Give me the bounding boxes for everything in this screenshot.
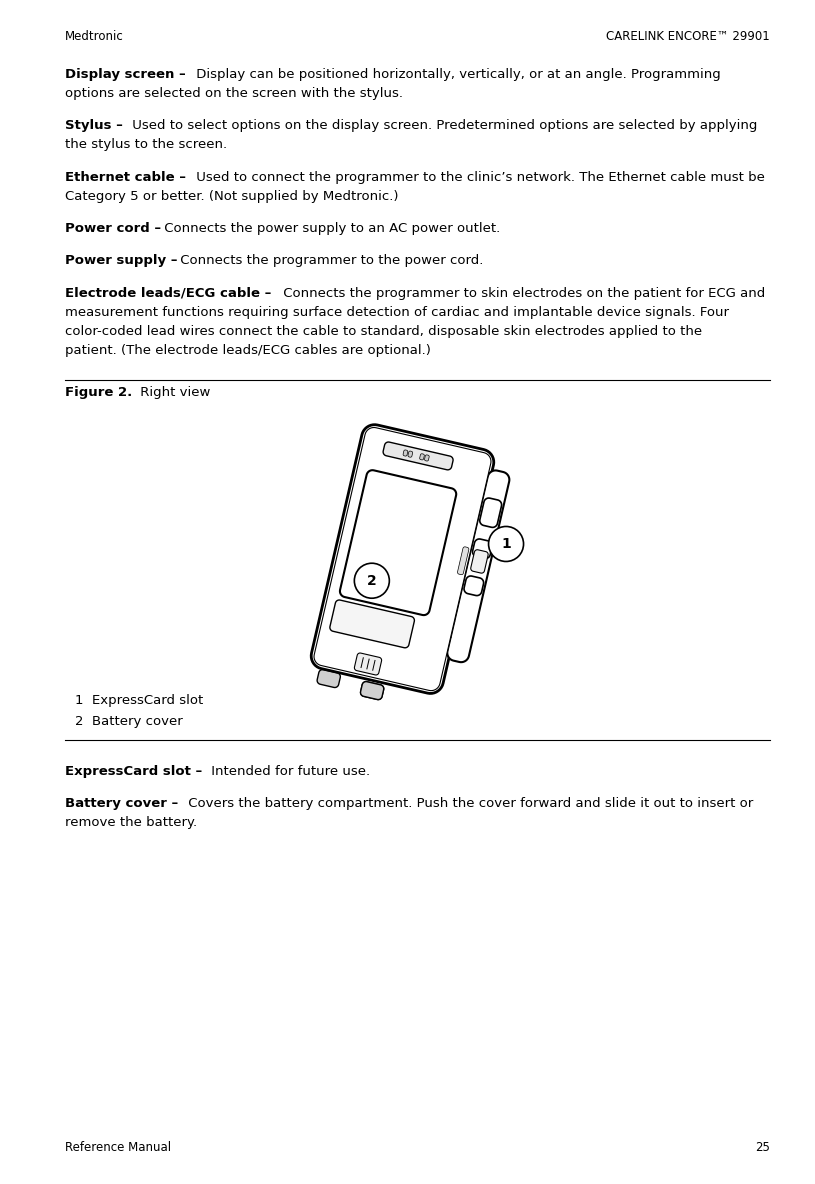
- Polygon shape: [415, 600, 466, 671]
- Text: patient. (The electrode leads/ECG cables are optional.): patient. (The electrode leads/ECG cables…: [65, 345, 431, 358]
- Text: Connects the programmer to the power cord.: Connects the programmer to the power cor…: [176, 255, 483, 268]
- Polygon shape: [317, 670, 341, 688]
- Text: CARELINK ENCORE™ 29901: CARELINK ENCORE™ 29901: [606, 30, 770, 43]
- Text: color-coded lead wires connect the cable to standard, disposable skin electrodes: color-coded lead wires connect the cable…: [65, 324, 703, 337]
- Polygon shape: [403, 450, 408, 456]
- Polygon shape: [447, 470, 509, 662]
- Polygon shape: [311, 425, 494, 694]
- Polygon shape: [457, 547, 469, 574]
- Text: Stylus –: Stylus –: [65, 120, 123, 133]
- Text: 1  ExpressCard slot: 1 ExpressCard slot: [75, 694, 203, 707]
- Text: Figure 2.: Figure 2.: [65, 386, 132, 399]
- Text: Connects the programmer to skin electrodes on the patient for ECG and: Connects the programmer to skin electrod…: [279, 287, 765, 300]
- Text: Reference Manual: Reference Manual: [65, 1141, 171, 1154]
- Polygon shape: [480, 498, 501, 527]
- Polygon shape: [425, 455, 430, 461]
- Text: ExpressCard slot –: ExpressCard slot –: [65, 765, 202, 778]
- Text: the stylus to the screen.: the stylus to the screen.: [65, 139, 227, 152]
- Polygon shape: [471, 549, 488, 573]
- Polygon shape: [408, 451, 412, 457]
- Polygon shape: [383, 442, 453, 470]
- Text: 25: 25: [756, 1141, 770, 1154]
- Text: Used to select options on the display screen. Predetermined options are selected: Used to select options on the display sc…: [128, 120, 758, 133]
- Polygon shape: [330, 600, 414, 648]
- Text: Intended for future use.: Intended for future use.: [208, 765, 371, 778]
- Polygon shape: [360, 682, 384, 700]
- Circle shape: [488, 527, 523, 561]
- Text: Medtronic: Medtronic: [65, 30, 124, 43]
- Text: options are selected on the screen with the stylus.: options are selected on the screen with …: [65, 86, 403, 99]
- Text: Right view: Right view: [136, 386, 210, 399]
- Text: Connects the power supply to an AC power outlet.: Connects the power supply to an AC power…: [160, 223, 500, 236]
- Text: Category 5 or better. (Not supplied by Medtronic.): Category 5 or better. (Not supplied by M…: [65, 189, 399, 202]
- Text: 2: 2: [367, 574, 377, 587]
- Polygon shape: [464, 575, 483, 596]
- Text: measurement functions requiring surface detection of cardiac and implantable dev: measurement functions requiring surface …: [65, 305, 729, 318]
- Text: Electrode leads/ECG cable –: Electrode leads/ECG cable –: [65, 287, 271, 300]
- Text: Power cord –: Power cord –: [65, 223, 161, 236]
- Text: Battery cover –: Battery cover –: [65, 797, 178, 810]
- Polygon shape: [340, 470, 456, 616]
- Text: Ethernet cable –: Ethernet cable –: [65, 170, 186, 184]
- Text: 1: 1: [501, 538, 511, 551]
- Polygon shape: [360, 682, 384, 700]
- Polygon shape: [473, 539, 492, 559]
- Text: Used to connect the programmer to the clinic’s network. The Ethernet cable must : Used to connect the programmer to the cl…: [192, 170, 764, 184]
- Polygon shape: [355, 654, 381, 675]
- Text: 2  Battery cover: 2 Battery cover: [75, 715, 183, 728]
- Text: Display screen –: Display screen –: [65, 67, 186, 81]
- Text: Covers the battery compartment. Push the cover forward and slide it out to inser: Covers the battery compartment. Push the…: [183, 797, 753, 810]
- Text: Power supply –: Power supply –: [65, 255, 178, 268]
- Polygon shape: [420, 453, 425, 459]
- Text: Display can be positioned horizontally, vertically, or at an angle. Programming: Display can be positioned horizontally, …: [192, 67, 720, 81]
- Polygon shape: [314, 427, 491, 690]
- Circle shape: [355, 564, 390, 598]
- Text: remove the battery.: remove the battery.: [65, 817, 197, 830]
